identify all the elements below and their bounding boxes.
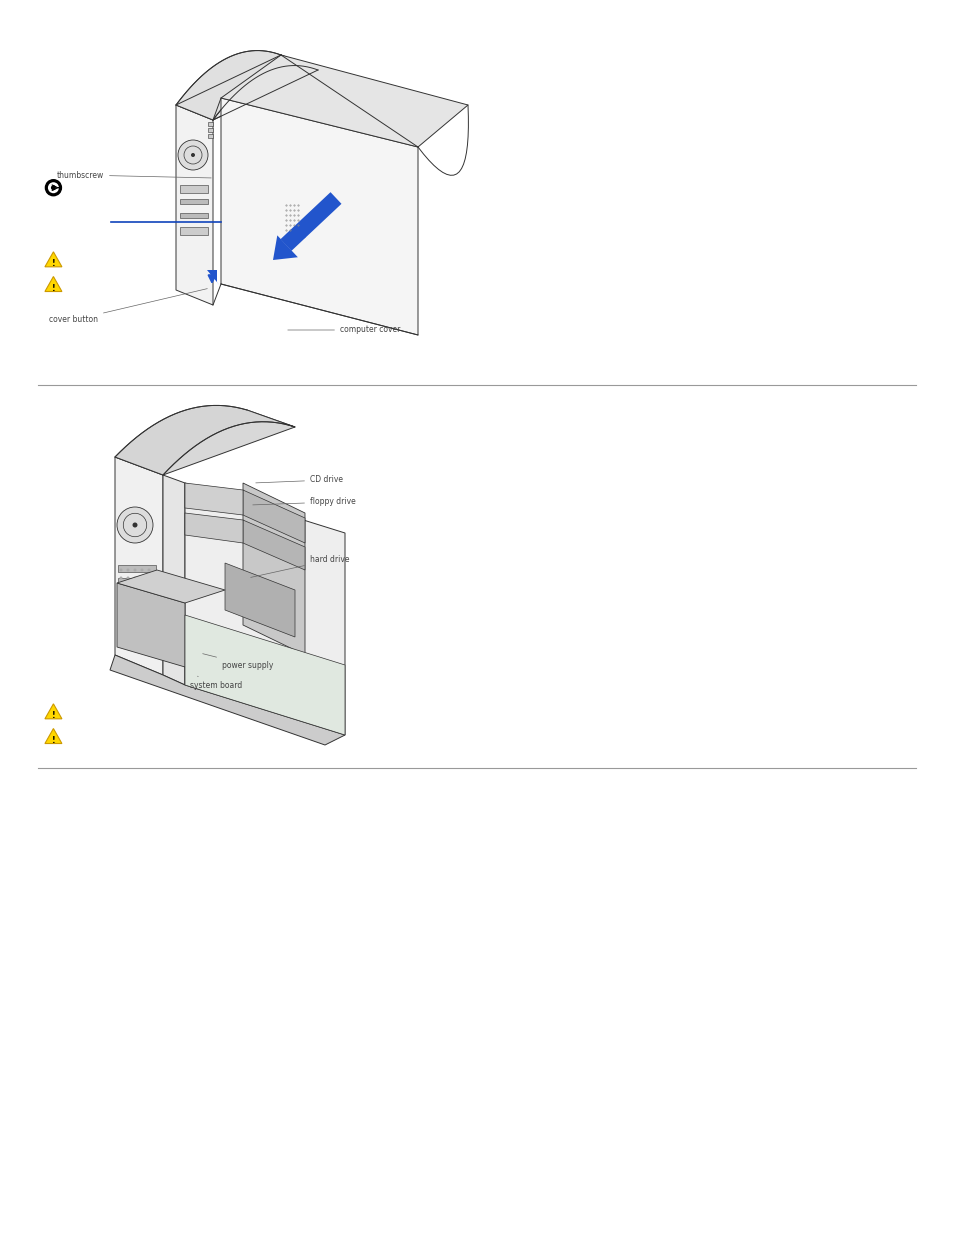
- Circle shape: [133, 577, 136, 579]
- Polygon shape: [185, 483, 243, 515]
- Polygon shape: [117, 583, 185, 667]
- Circle shape: [127, 577, 130, 579]
- Circle shape: [119, 593, 122, 595]
- Text: system board: system board: [190, 677, 242, 689]
- Polygon shape: [115, 410, 294, 475]
- Text: cover button: cover button: [49, 289, 207, 325]
- Polygon shape: [243, 490, 305, 543]
- Text: hard drive: hard drive: [251, 556, 349, 578]
- Polygon shape: [115, 405, 294, 475]
- Circle shape: [127, 568, 130, 572]
- Polygon shape: [243, 520, 305, 571]
- Circle shape: [191, 153, 194, 157]
- Polygon shape: [115, 457, 163, 676]
- Circle shape: [140, 568, 143, 572]
- Circle shape: [148, 568, 151, 572]
- Circle shape: [133, 593, 136, 595]
- Polygon shape: [45, 252, 62, 267]
- Text: computer cover: computer cover: [288, 326, 400, 335]
- Bar: [118, 625, 156, 632]
- Circle shape: [51, 185, 56, 190]
- Circle shape: [48, 183, 59, 193]
- Bar: [118, 564, 156, 572]
- Text: !: !: [51, 736, 55, 745]
- Text: power supply: power supply: [202, 653, 274, 669]
- Polygon shape: [185, 615, 345, 735]
- Polygon shape: [221, 98, 417, 335]
- Polygon shape: [110, 655, 345, 745]
- Text: thumbscrew: thumbscrew: [56, 170, 211, 179]
- Circle shape: [148, 593, 151, 595]
- Bar: [118, 588, 156, 595]
- Polygon shape: [175, 51, 317, 120]
- Polygon shape: [175, 105, 213, 305]
- Polygon shape: [280, 193, 341, 251]
- Text: !: !: [51, 711, 55, 720]
- Polygon shape: [221, 56, 468, 147]
- Bar: [180, 185, 208, 193]
- Circle shape: [133, 584, 136, 588]
- Bar: [180, 227, 208, 235]
- Polygon shape: [45, 277, 62, 291]
- Bar: [283, 220, 314, 238]
- Polygon shape: [225, 563, 294, 637]
- Bar: [208, 122, 213, 126]
- Text: !: !: [51, 284, 55, 293]
- Bar: [118, 600, 156, 606]
- Polygon shape: [273, 236, 297, 261]
- Bar: [208, 135, 213, 138]
- Circle shape: [140, 593, 143, 595]
- Circle shape: [127, 593, 130, 595]
- Polygon shape: [175, 56, 317, 120]
- Circle shape: [119, 568, 122, 572]
- Circle shape: [178, 140, 208, 170]
- Bar: [180, 199, 208, 204]
- Circle shape: [140, 577, 143, 579]
- Circle shape: [148, 584, 151, 588]
- Text: CD drive: CD drive: [255, 475, 343, 484]
- Circle shape: [117, 508, 152, 543]
- Circle shape: [133, 568, 136, 572]
- Polygon shape: [185, 483, 345, 735]
- Polygon shape: [185, 513, 243, 543]
- Text: floppy drive: floppy drive: [253, 498, 355, 506]
- Circle shape: [119, 577, 122, 579]
- Polygon shape: [163, 475, 185, 685]
- Bar: [208, 128, 213, 132]
- Circle shape: [132, 522, 137, 527]
- Bar: [118, 578, 156, 585]
- Circle shape: [140, 584, 143, 588]
- Polygon shape: [45, 704, 62, 719]
- Polygon shape: [281, 56, 317, 254]
- Circle shape: [127, 584, 130, 588]
- Circle shape: [148, 577, 151, 579]
- Text: !: !: [51, 259, 55, 268]
- Polygon shape: [207, 270, 221, 287]
- Bar: [180, 212, 208, 219]
- Polygon shape: [117, 571, 225, 603]
- Bar: [118, 613, 156, 619]
- Polygon shape: [45, 729, 62, 743]
- Circle shape: [46, 180, 61, 195]
- Circle shape: [119, 584, 122, 588]
- Polygon shape: [243, 483, 305, 655]
